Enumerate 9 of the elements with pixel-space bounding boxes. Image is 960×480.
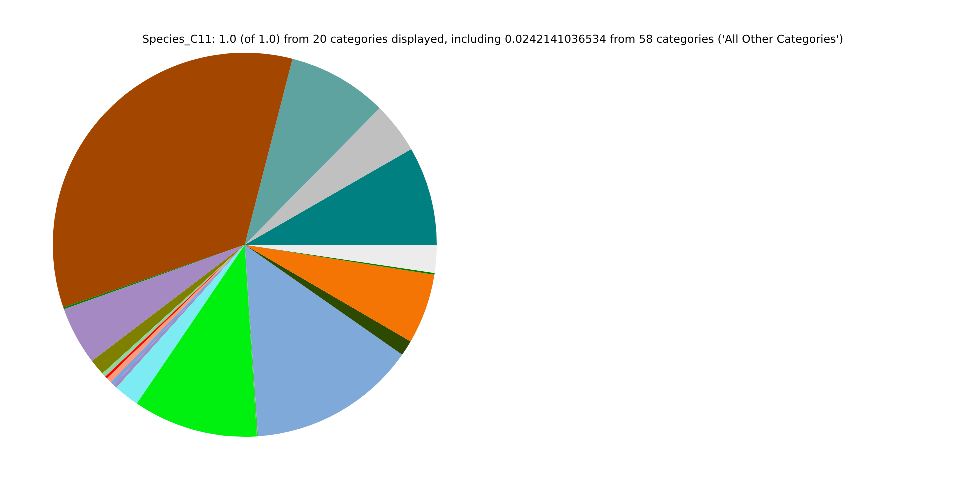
pie-slice [245,245,435,342]
pie-slice [137,245,258,437]
pie-slice [245,108,412,245]
pie-slice [53,53,293,308]
pie-slice [245,245,411,355]
pie-slice [245,149,437,245]
pie-slice [245,245,402,437]
text: Species_C11: 1.0 (of 1.0) from 20 categories displayed, including 0.0242141036534 from 58 categories ('All Other Categories') [142,33,844,46]
pie-slice [245,59,380,245]
